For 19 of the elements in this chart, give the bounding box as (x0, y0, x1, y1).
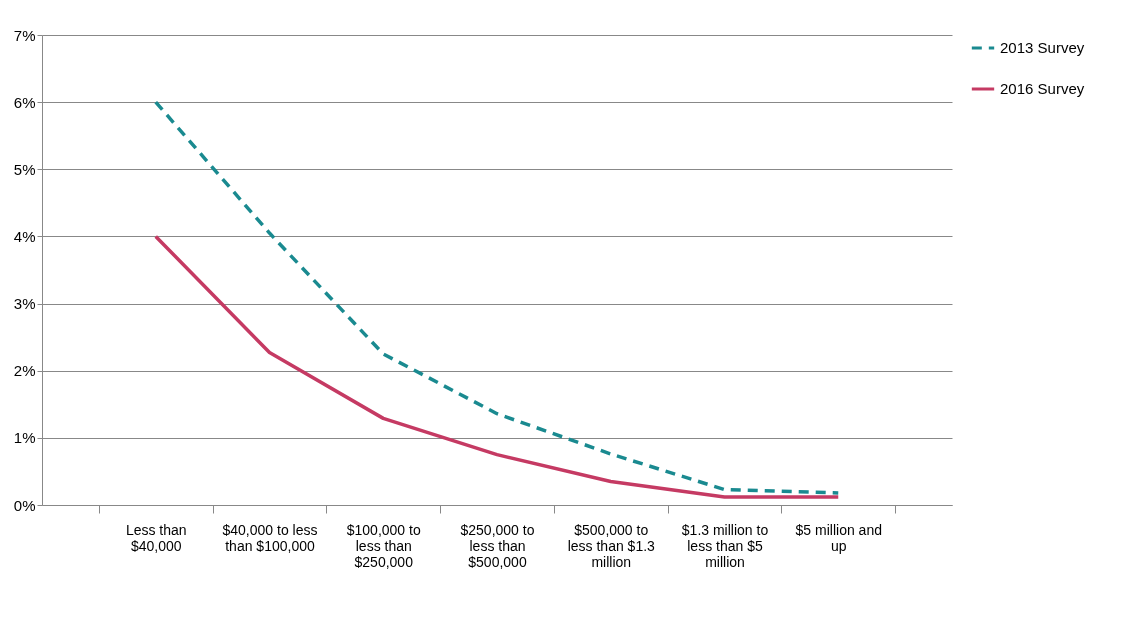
y-tick-label: 5% (13, 160, 36, 178)
y-tick-label: 1% (13, 429, 36, 447)
x-tick-label: $100,000 to less than $250,000 (346, 521, 421, 570)
y-tick-label: 6% (13, 93, 36, 111)
y-tick-label: 4% (13, 227, 36, 245)
line-series (154, 234, 840, 499)
y-tick-label: 3% (13, 295, 36, 313)
x-tick-label: $500,000 to less than $1.3 million (567, 521, 656, 570)
y-tick-label: 2% (13, 362, 36, 380)
x-tick-label: $40,000 to less than $100,000 (222, 521, 318, 554)
y-tick-label: 7% (13, 26, 36, 44)
legend-label: 2016 Survey (1000, 80, 1085, 97)
x-tick-label: $1.3 million to less than $5 million (681, 521, 769, 570)
line-series (154, 100, 840, 495)
y-tick-label: 0% (13, 496, 36, 514)
x-tick-label: Less than $40,000 (125, 521, 187, 554)
legend-label: 2013 Survey (1000, 39, 1085, 56)
x-tick-label: $250,000 to less than $500,000 (460, 521, 535, 570)
x-tick-label: $5 million and up (795, 521, 882, 554)
